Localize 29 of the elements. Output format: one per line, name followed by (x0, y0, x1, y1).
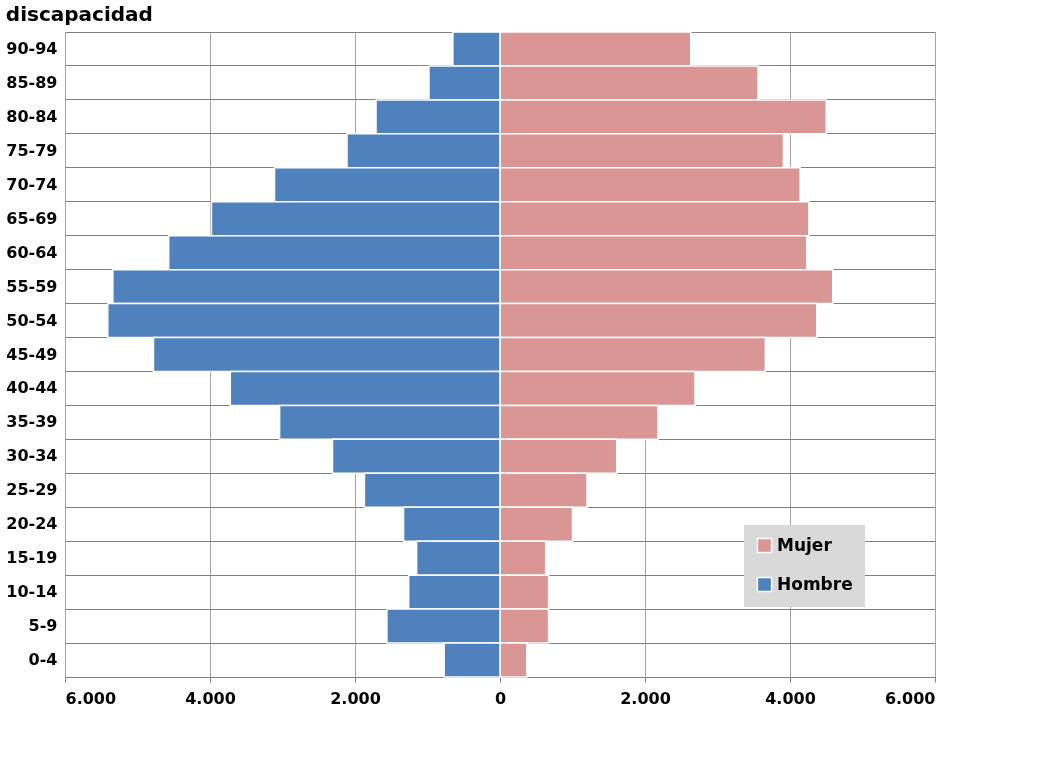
y-tick-label: 65-69 (6, 208, 58, 228)
y-tick-label: 80-84 (6, 106, 58, 126)
y-tick-label: 50-54 (6, 310, 58, 330)
y-tick-label: 75-79 (6, 140, 58, 160)
legend-label: Mujer (777, 534, 833, 555)
y-tick-label: 45-49 (6, 344, 58, 364)
x-tick-label: 0 (494, 688, 507, 708)
y-tick-label: 25-29 (6, 480, 58, 500)
y-tick-label: 35-39 (6, 412, 58, 432)
x-tick-label: 2.000 (620, 688, 671, 708)
y-tick-label: 40-44 (6, 378, 58, 398)
x-tick-label: 4.000 (765, 688, 816, 708)
y-tick-label: 55-59 (6, 276, 58, 296)
y-tick-label: 10-14 (6, 582, 58, 602)
y-tick-label: 30-34 (6, 446, 58, 466)
y-tick-label: 5-9 (28, 616, 58, 636)
legend-label: Hombre (777, 573, 853, 594)
x-tick-label: 6.000 (884, 688, 936, 708)
x-tick-label: 4.000 (185, 688, 236, 708)
y-tick-label: 0-4 (28, 650, 58, 670)
y-tick-label: 70-74 (6, 174, 58, 194)
chart-title: discapacidad (5, 2, 153, 27)
x-tick-label: 6.000 (65, 688, 117, 708)
x-tick-label: 2.000 (330, 688, 381, 708)
y-tick-label: 90-94 (6, 38, 58, 58)
y-tick-label: 15-19 (6, 548, 58, 568)
y-tick-label: 85-89 (6, 72, 58, 92)
y-tick-label: 60-64 (6, 242, 58, 262)
y-tick-label: 20-24 (6, 514, 58, 534)
